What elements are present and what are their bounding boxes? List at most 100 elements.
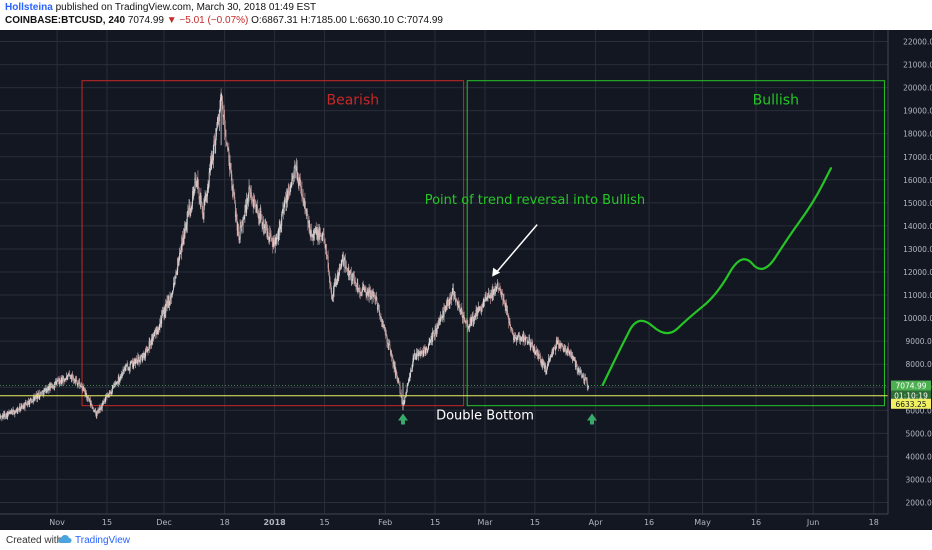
candle-body	[308, 221, 310, 228]
candle-body	[482, 304, 484, 307]
candle-body	[173, 282, 175, 291]
candle-body	[30, 398, 32, 402]
candle-body	[54, 381, 56, 383]
candle-body	[209, 161, 211, 172]
candle-body	[275, 239, 277, 243]
candle-body	[19, 406, 21, 411]
candle-body	[298, 180, 300, 186]
candle-body	[399, 384, 401, 394]
candle-body	[205, 194, 207, 197]
symbol-line: COINBASE:BTCUSD, 240 7074.99 ▼ −5.01 (−0…	[5, 15, 443, 26]
candle-body	[343, 259, 345, 266]
candle-body	[504, 301, 506, 308]
candle-body	[28, 401, 30, 405]
candle-body	[38, 393, 40, 398]
candle-body	[351, 280, 353, 281]
candle-body	[184, 223, 186, 238]
candle-body	[477, 307, 479, 313]
price-chart[interactable]: Bearish Bullish Point of trend reversal i…	[0, 30, 932, 530]
candle-body	[176, 272, 177, 274]
candle-body	[563, 347, 565, 352]
candle-body	[492, 292, 494, 296]
candle-body	[315, 227, 317, 234]
candle-body	[428, 344, 429, 350]
candle-body	[161, 312, 163, 316]
candle-body	[226, 142, 227, 145]
candle-body	[445, 305, 447, 310]
candle-body	[413, 353, 415, 357]
candle-body	[78, 382, 80, 384]
candle-body	[479, 307, 481, 311]
candle-body	[332, 291, 334, 296]
candle-body	[318, 230, 320, 238]
candle-body	[63, 376, 65, 381]
candle-body	[431, 335, 432, 340]
candle-body	[505, 303, 507, 308]
candle-body	[107, 396, 109, 397]
time-tick-label: Jun	[806, 518, 820, 527]
candle-body	[107, 396, 109, 397]
candle-body	[457, 300, 459, 308]
candle-body	[267, 231, 269, 240]
candle-body	[379, 312, 381, 317]
candle-body	[321, 236, 323, 237]
candle-body	[481, 304, 483, 311]
price-axis[interactable]: 2000.003000.004000.005000.006000.007000.…	[887, 30, 932, 514]
candle-body	[109, 391, 111, 393]
candle-body	[369, 290, 371, 297]
candle-body	[234, 203, 236, 218]
candle-body	[185, 228, 187, 230]
candle-body	[452, 288, 454, 291]
candle-body	[165, 304, 167, 307]
candle-body	[309, 226, 311, 236]
candle-body	[208, 172, 210, 184]
candle-body	[178, 259, 180, 266]
candle-body	[63, 380, 65, 381]
candle-body	[480, 310, 482, 312]
candle-body	[494, 288, 495, 291]
time-axis[interactable]: Nov 15 Dec 18 2018 15 Feb 15 Mar 15 Apr 16 May 16 Jun 1…	[0, 513, 888, 527]
candle-body	[154, 331, 155, 337]
candle-body	[271, 238, 273, 239]
candle-body	[415, 356, 417, 360]
candle-body	[387, 342, 388, 344]
candle-body	[376, 303, 378, 310]
candle-body	[121, 373, 123, 376]
candle-body	[423, 346, 425, 354]
candle-body	[133, 362, 135, 366]
candle-body	[193, 190, 195, 192]
candle-body	[55, 381, 57, 385]
candle-body	[167, 301, 169, 304]
price-tick-label: 5000.00	[905, 429, 932, 438]
candle-body	[395, 370, 397, 376]
candle-body	[36, 394, 38, 399]
candle-body	[566, 350, 568, 353]
symbol-name[interactable]: COINBASE:BTCUSD, 240	[5, 15, 126, 26]
tradingview-brand-link[interactable]: TradingView	[75, 535, 131, 546]
candle-body	[221, 96, 223, 106]
candle-body	[340, 267, 342, 270]
candle-body	[218, 109, 220, 122]
candle-body	[13, 409, 15, 411]
candle-body	[108, 391, 110, 394]
candle-body	[424, 347, 426, 354]
candle-body	[498, 289, 500, 290]
candle-body	[4, 413, 6, 417]
price-tick-label: 2000.00	[905, 498, 932, 507]
candle-body	[478, 306, 480, 311]
candle-body	[10, 410, 12, 413]
candle-body	[430, 339, 432, 341]
candle-body	[171, 293, 173, 296]
candle-body	[17, 408, 19, 413]
reversal-arrow-head	[492, 267, 501, 277]
candle-body	[253, 195, 255, 207]
candle-body	[158, 329, 160, 330]
candle-body	[401, 397, 403, 403]
candle-body	[11, 410, 13, 413]
candle-body	[572, 355, 574, 361]
author-link[interactable]: Hollsteina	[5, 2, 53, 13]
candle-body	[491, 293, 493, 299]
candle-body	[70, 375, 72, 379]
candle-body	[189, 209, 191, 212]
candle-body	[246, 198, 248, 205]
